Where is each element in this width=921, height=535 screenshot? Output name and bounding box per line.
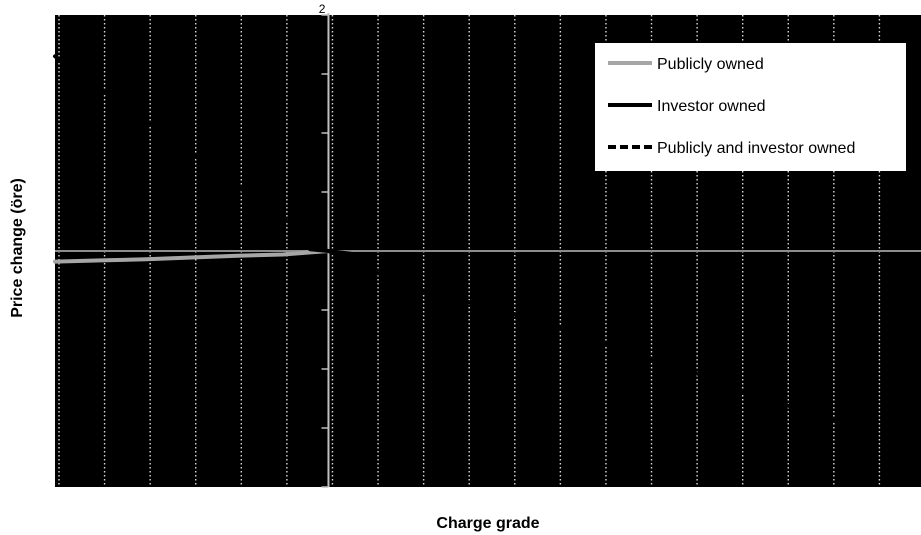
series-line-publicly-owned bbox=[53, 249, 331, 264]
series-line-investor-owned bbox=[308, 247, 354, 256]
legend-label-investor-owned: Investor owned bbox=[657, 98, 766, 115]
series-layer bbox=[53, 54, 878, 433]
y-tick-label: 0 bbox=[317, 237, 324, 251]
y-tick-label: 2 bbox=[319, 2, 326, 16]
legend: Publicly owned Investor owned Publicly a… bbox=[595, 43, 906, 171]
legend-label-publicly-owned: Publicly owned bbox=[657, 56, 764, 73]
y-axis-title: Price change (öre) bbox=[9, 178, 26, 318]
tick-labels: 20 bbox=[317, 2, 326, 251]
legend-label-publicly-and-investor-owned: Publicly and investor owned bbox=[657, 140, 855, 157]
series-line-publicly-and-investor-owned bbox=[53, 54, 878, 433]
x-axis-title: Charge grade bbox=[436, 515, 539, 532]
